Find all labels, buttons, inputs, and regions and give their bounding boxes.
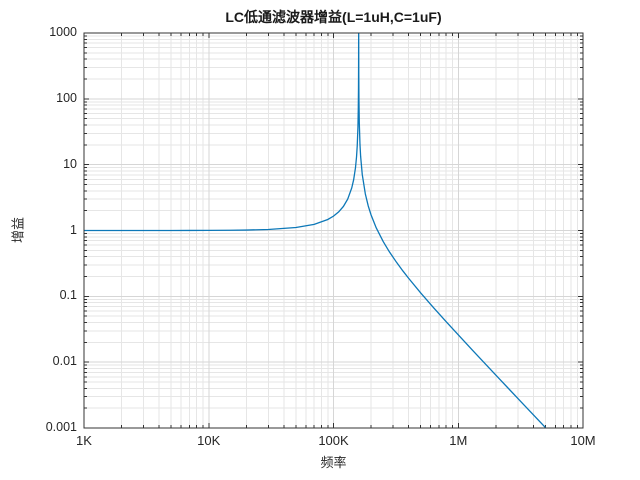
y-tick-label: 0.1 <box>59 288 77 303</box>
x-tick-label: 1M <box>449 433 468 448</box>
plot-border <box>83 32 584 429</box>
gain-curve <box>84 33 546 428</box>
y-tick-label: 0.01 <box>52 354 77 369</box>
x-tick-label: 1K <box>76 433 92 448</box>
y-tick-label: 1 <box>70 222 77 237</box>
x-tick-label: 10K <box>197 433 221 448</box>
x-axis-label: 频率 <box>320 455 347 470</box>
x-tick-label: 100K <box>318 433 349 448</box>
chart-title: LC低通滤波器增益(L=1uH,C=1uF) <box>225 9 442 25</box>
y-tick-label: 10 <box>63 156 77 171</box>
y-tick-label: 0.001 <box>45 420 77 434</box>
y-tick-label: 100 <box>56 90 77 105</box>
y-tick-label: 1000 <box>49 25 77 39</box>
x-tick-label: 10M <box>570 433 596 448</box>
